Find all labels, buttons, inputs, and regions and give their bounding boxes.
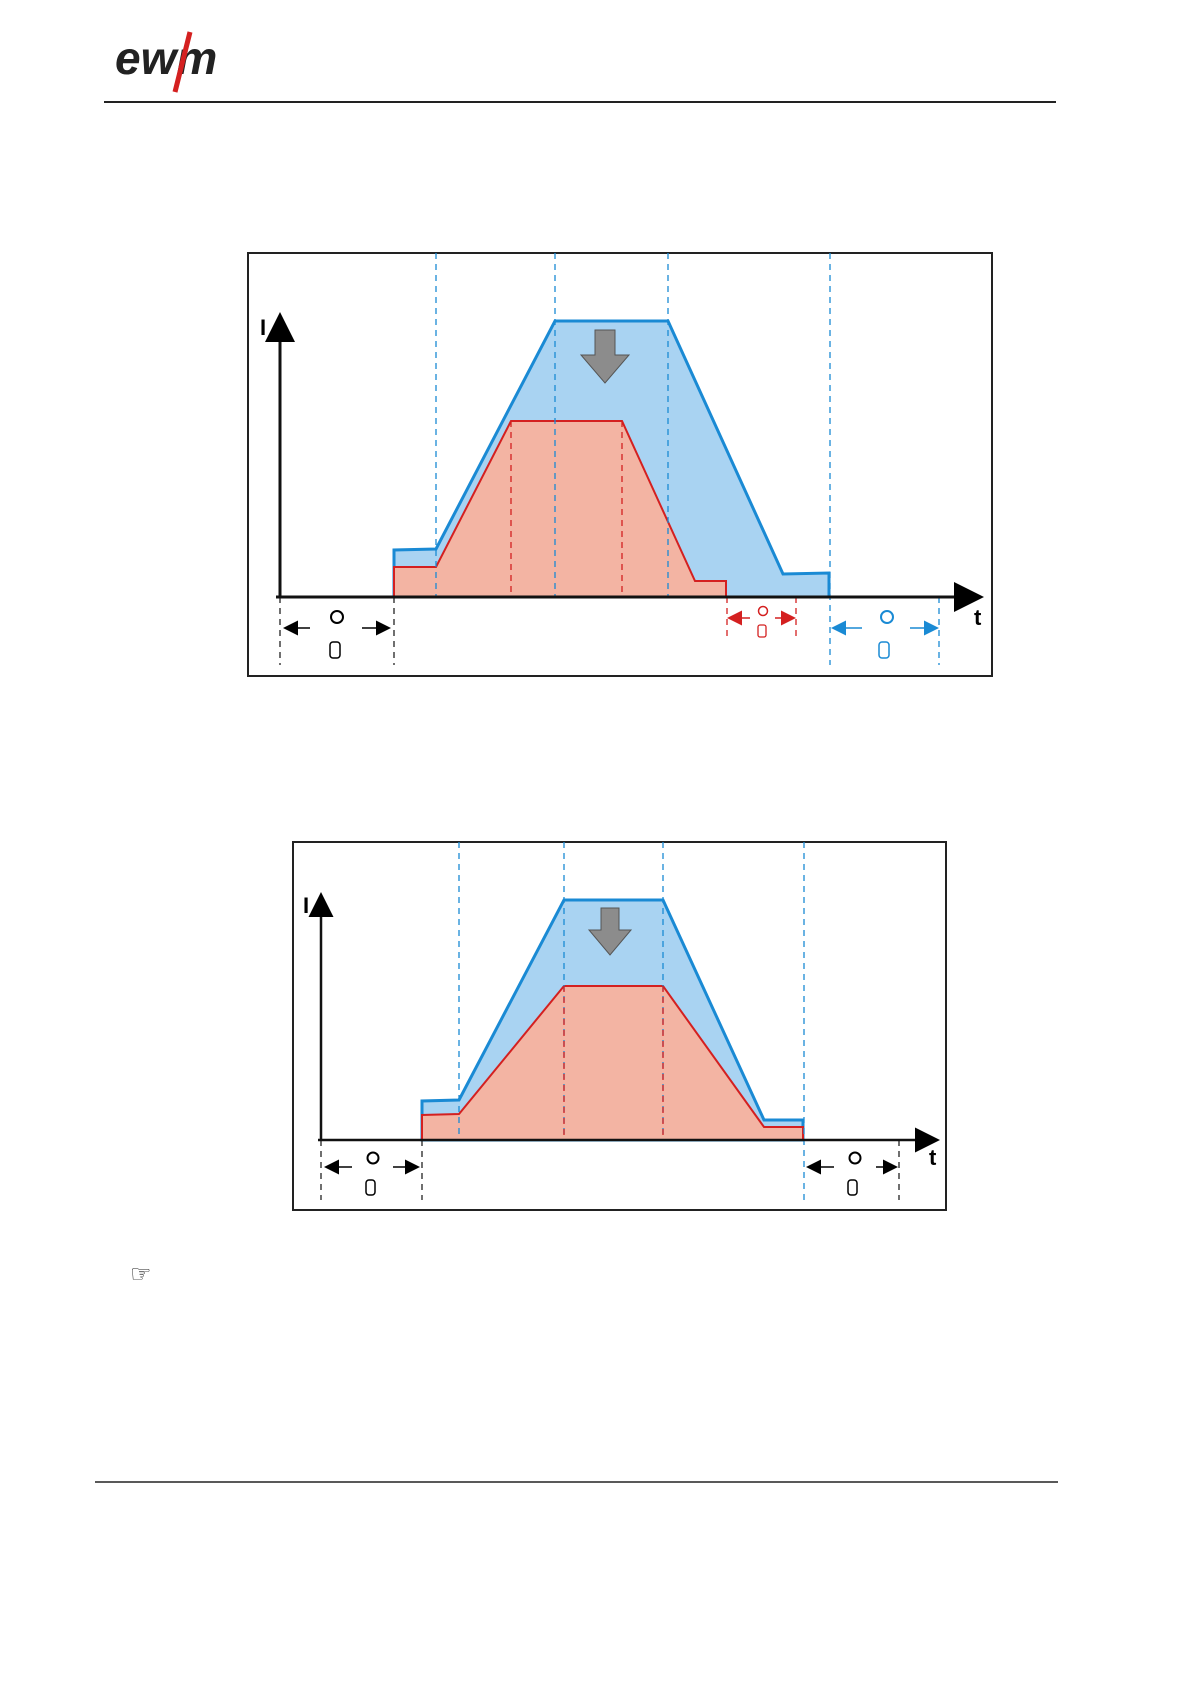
frame: [292, 841, 947, 1211]
y-axis-label: I: [260, 315, 266, 340]
y-axis-label: I: [303, 893, 309, 918]
logo-slash: [172, 31, 193, 93]
down-arrow: [579, 329, 631, 384]
down-arrow: [587, 907, 633, 956]
note-icon: ☞: [130, 1261, 152, 1288]
diagram-1: I t: [247, 252, 993, 677]
guides-black: [279, 597, 395, 665]
guides-red: [563, 986, 664, 1140]
clock-icon: [330, 610, 344, 624]
x-axis-label: t: [929, 1145, 937, 1170]
x-axis-label: t: [974, 605, 982, 630]
frame: [247, 252, 993, 677]
diagram-2: I t: [292, 841, 947, 1211]
logo: ewm: [115, 32, 217, 84]
guides-red: [510, 421, 797, 640]
gas-icon: [329, 641, 341, 659]
guides-black: [320, 1140, 900, 1200]
